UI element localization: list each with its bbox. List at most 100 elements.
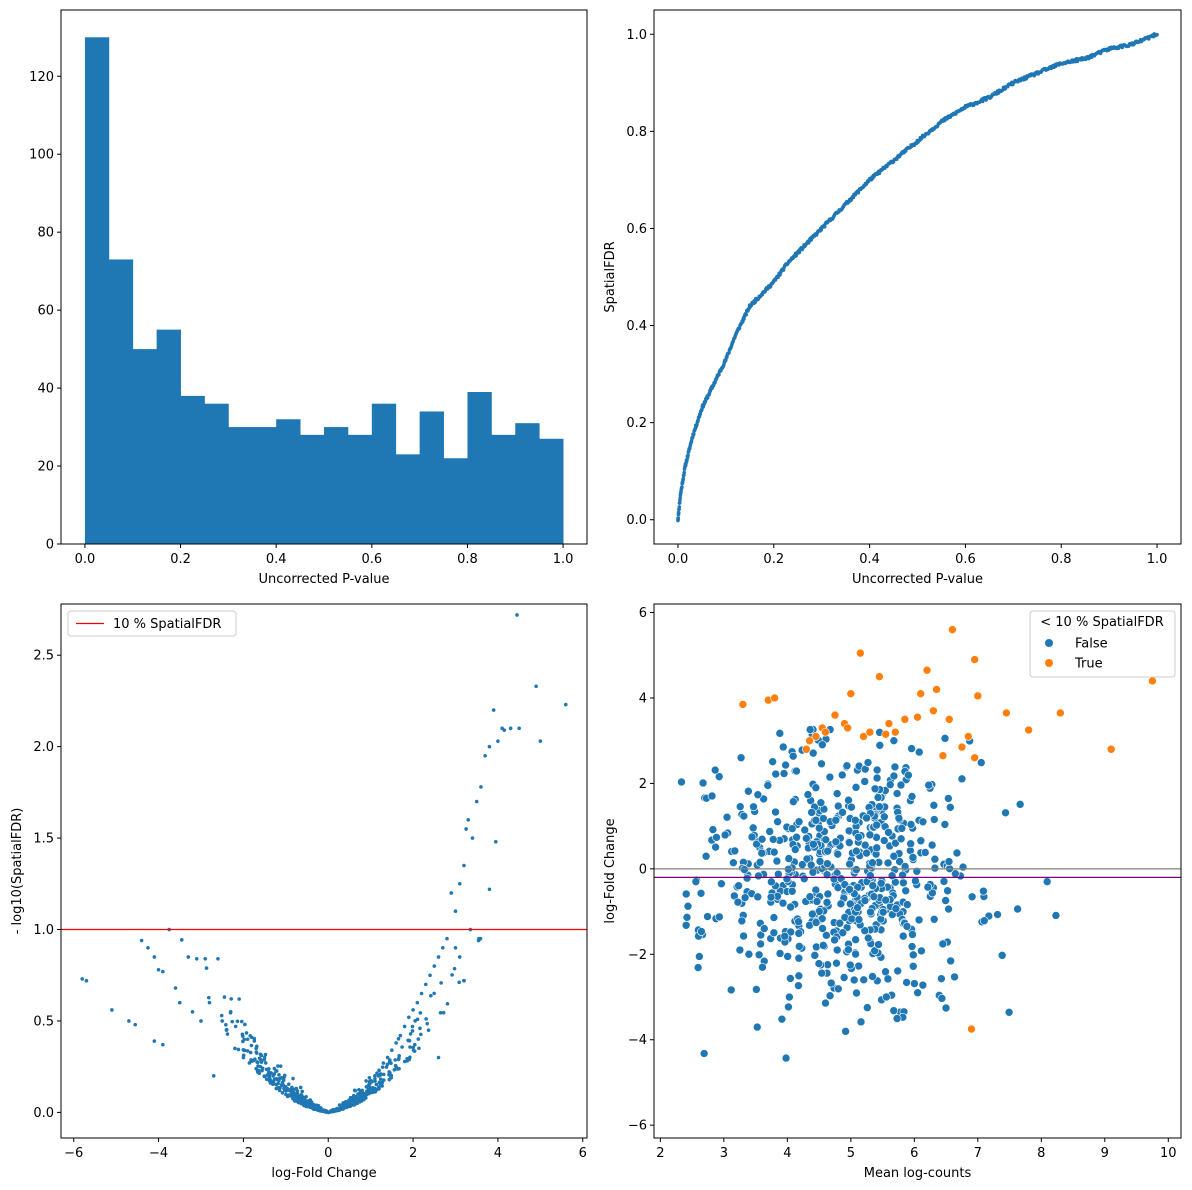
- scatter-point: [428, 973, 432, 978]
- y-tick-label: −6: [628, 1119, 647, 1134]
- scatter-point: [384, 1065, 389, 1069]
- scatter-point: [237, 997, 241, 1001]
- scatter-point-false: [775, 949, 785, 958]
- scatter-point-false: [866, 907, 875, 917]
- x-tick-label: 0.0: [668, 552, 689, 567]
- scatter-point-false: [878, 907, 888, 917]
- x-ticks: 0.0 0.2 0.4 0.6 0.8 1.0: [668, 544, 1167, 567]
- legend-marker-true: [1045, 659, 1053, 667]
- scatter-point: [538, 739, 543, 743]
- scatter-point: [287, 1093, 291, 1097]
- scatter-point: [133, 1022, 138, 1027]
- scatter-point-false: [923, 882, 933, 892]
- scatter-point-false: [817, 759, 826, 769]
- scatter-point-false: [979, 886, 988, 896]
- y-axis-label: log-Fold Change: [603, 818, 618, 923]
- scatter-point: [380, 1065, 385, 1069]
- scatter-point-false: [883, 858, 893, 868]
- scatter-point: [417, 1046, 421, 1051]
- scatter-point-false: [794, 817, 804, 827]
- scatter-point-false: [901, 886, 910, 896]
- scatter-point-true: [859, 732, 868, 741]
- y-ticks: 0.0 0.2 0.4 0.6 0.8 1.0: [626, 28, 654, 528]
- scatter-point-false: [902, 978, 911, 987]
- scatter-point-false: [752, 1022, 762, 1032]
- scatter-point: [705, 396, 710, 400]
- scatter-point-false: [856, 1017, 866, 1027]
- x-tick-label: 2: [656, 1146, 664, 1161]
- scatter-point-false: [783, 952, 792, 961]
- scatter-point: [440, 946, 445, 950]
- scatter-point-false: [811, 783, 821, 793]
- scatter-point-false: [854, 961, 863, 971]
- scatter-point-false: [872, 765, 882, 775]
- x-tick-label: 0: [324, 1146, 332, 1161]
- scatter-point: [744, 312, 748, 317]
- scatter-point-false: [792, 832, 801, 842]
- scatter-point-false: [786, 974, 795, 983]
- scatter-point-false: [681, 920, 691, 930]
- points: [676, 32, 1159, 523]
- scatter-point: [245, 1049, 250, 1053]
- scatter-point-false: [825, 772, 835, 782]
- x-tick-label: 0.6: [361, 552, 382, 567]
- scatter-point-false: [826, 978, 836, 988]
- scatter-point: [686, 453, 690, 458]
- scatter-point-false: [852, 865, 861, 874]
- y-ticks: −6 −4 −2 0 2 4 6: [628, 606, 654, 1134]
- scatter-point: [418, 1011, 423, 1015]
- scatter-point-false: [854, 915, 864, 924]
- scatter-point: [295, 1089, 300, 1094]
- scatter-point: [364, 1084, 369, 1089]
- scatter-point-false: [837, 770, 847, 780]
- scatter-point: [245, 1037, 250, 1042]
- scatter-point: [288, 1088, 292, 1093]
- scatter-point: [432, 991, 436, 996]
- scatter-point-true: [929, 706, 938, 716]
- scatter-point-false: [879, 836, 889, 845]
- scatter-point-true: [856, 648, 865, 658]
- scatter-point: [508, 726, 513, 731]
- scatter-point: [356, 1092, 360, 1096]
- histogram-bar: [180, 395, 205, 544]
- scatter-point: [241, 1055, 246, 1060]
- scatter-point: [255, 1060, 259, 1064]
- scatter-point-false: [809, 840, 818, 849]
- scatter-point-false: [938, 939, 948, 949]
- scatter-point-false: [838, 928, 848, 938]
- scatter-point-true: [900, 715, 910, 724]
- scatter-point-false: [863, 1003, 872, 1012]
- histogram-bar: [108, 259, 134, 544]
- scatter-point-false: [823, 889, 833, 899]
- scatter-point-false: [775, 729, 785, 738]
- x-tick-label: 0.2: [170, 552, 191, 567]
- scatter-point-false: [897, 824, 907, 833]
- scatter-point: [441, 1010, 446, 1015]
- scatter-point: [278, 1085, 282, 1090]
- scatter-point-false: [853, 903, 862, 912]
- scatter-point: [284, 1092, 288, 1097]
- scatter-point-false: [794, 953, 804, 963]
- scatter-point-false: [860, 840, 870, 850]
- scatter-point: [139, 938, 144, 943]
- scatter-point-false: [899, 878, 908, 888]
- scatter-point-false: [913, 988, 922, 998]
- y-tick-label: 20: [37, 460, 54, 475]
- scatter-point: [493, 839, 498, 844]
- scatter-point: [374, 1082, 379, 1087]
- scatter-point-false: [907, 744, 916, 753]
- scatter-point: [424, 982, 428, 987]
- scatter-point: [375, 1071, 379, 1075]
- scatter-point-false: [818, 740, 827, 750]
- scatter-point-false: [802, 854, 812, 864]
- scatter-point: [271, 1074, 275, 1078]
- scatter-point: [426, 1028, 431, 1032]
- y-tick-label: −2: [628, 948, 647, 963]
- scatter-point-false: [870, 784, 880, 794]
- scatter-point: [680, 485, 684, 489]
- scatter-point: [457, 955, 462, 959]
- scatter-point-false: [946, 803, 955, 812]
- legend-title: < 10 % SpatialFDR: [1040, 615, 1163, 630]
- scatter-point: [263, 1061, 268, 1065]
- x-tick-label: 7: [974, 1146, 982, 1161]
